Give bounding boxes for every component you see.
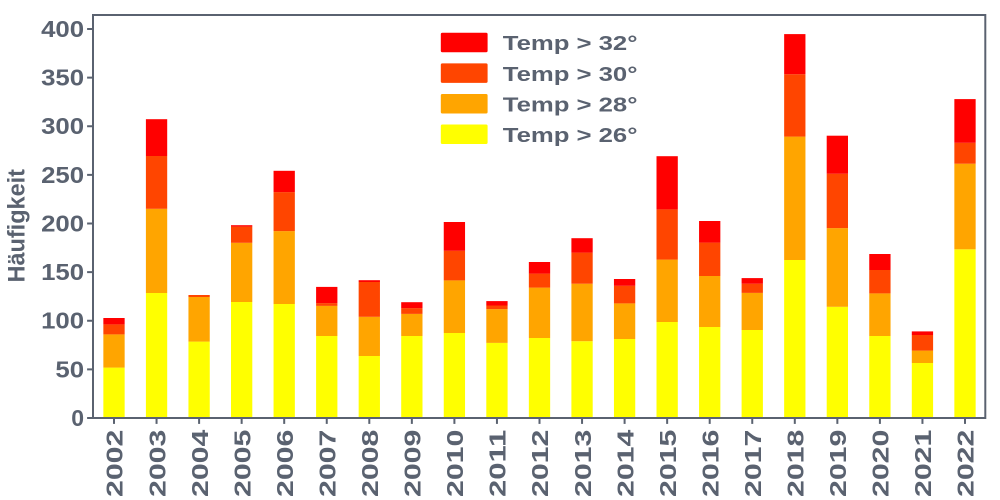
svg-text:2003: 2003 (144, 430, 170, 497)
svg-text:Temp > 32°: Temp > 32° (503, 33, 638, 55)
svg-text:2005: 2005 (229, 429, 255, 497)
svg-text:0: 0 (71, 405, 84, 431)
svg-text:350: 350 (41, 65, 84, 91)
svg-text:2016: 2016 (697, 430, 723, 497)
svg-text:Häufigkeit: Häufigkeit (4, 169, 31, 283)
svg-text:2019: 2019 (825, 430, 851, 497)
svg-text:400: 400 (41, 16, 84, 42)
svg-text:2008: 2008 (357, 429, 383, 497)
svg-text:2004: 2004 (187, 429, 213, 497)
svg-text:2011: 2011 (485, 429, 511, 497)
svg-text:2022: 2022 (953, 430, 979, 497)
svg-text:2014: 2014 (612, 429, 638, 497)
svg-text:Temp > 26°: Temp > 26° (503, 125, 638, 147)
svg-text:50: 50 (55, 356, 84, 382)
svg-text:2007: 2007 (314, 430, 340, 497)
svg-text:2021: 2021 (910, 429, 936, 497)
svg-text:100: 100 (41, 308, 84, 334)
svg-text:2013: 2013 (570, 430, 596, 497)
svg-text:200: 200 (41, 210, 84, 236)
svg-text:2006: 2006 (272, 430, 298, 497)
svg-text:300: 300 (41, 113, 84, 139)
svg-text:2015: 2015 (655, 429, 681, 497)
svg-text:2012: 2012 (527, 430, 553, 497)
svg-text:2010: 2010 (442, 430, 468, 497)
svg-text:2020: 2020 (868, 430, 894, 497)
svg-text:Temp > 30°: Temp > 30° (503, 64, 638, 86)
svg-text:250: 250 (41, 162, 84, 188)
svg-text:2018: 2018 (783, 429, 809, 497)
svg-text:2017: 2017 (740, 430, 766, 497)
svg-text:Temp > 28°: Temp > 28° (503, 94, 638, 116)
svg-text:2002: 2002 (102, 430, 128, 497)
svg-text:150: 150 (41, 259, 84, 285)
svg-text:2009: 2009 (400, 430, 426, 497)
